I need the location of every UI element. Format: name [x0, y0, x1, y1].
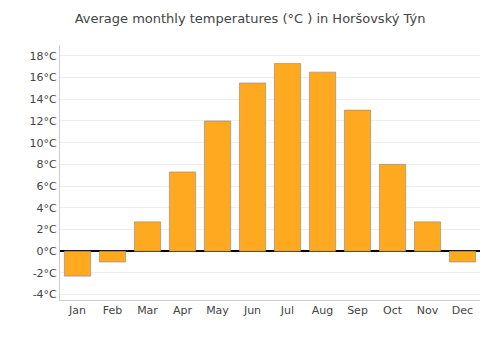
svg-text:Aug: Aug — [312, 304, 333, 317]
svg-text:May: May — [206, 304, 229, 317]
svg-text:18°C: 18°C — [30, 50, 57, 63]
svg-text:2°C: 2°C — [37, 223, 57, 236]
svg-text:Mar: Mar — [137, 304, 158, 317]
svg-text:Sep: Sep — [347, 304, 368, 317]
svg-text:Apr: Apr — [173, 304, 193, 317]
svg-text:16°C: 16°C — [30, 71, 57, 84]
svg-text:0°C: 0°C — [37, 245, 57, 258]
svg-text:10°C: 10°C — [30, 137, 57, 150]
svg-text:12°C: 12°C — [30, 115, 57, 128]
svg-text:Average monthly temperatures (: Average monthly temperatures (°C ) in Ho… — [75, 11, 426, 26]
svg-text:14°C: 14°C — [30, 93, 57, 106]
svg-text:6°C: 6°C — [37, 180, 57, 193]
svg-text:Jun: Jun — [243, 304, 261, 317]
svg-text:Feb: Feb — [103, 304, 122, 317]
svg-text:-4°C: -4°C — [33, 288, 57, 301]
svg-text:-2°C: -2°C — [33, 267, 57, 280]
svg-text:8°C: 8°C — [37, 158, 57, 171]
svg-text:Oct: Oct — [383, 304, 403, 317]
svg-text:Jan: Jan — [68, 304, 86, 317]
svg-text:Jul: Jul — [280, 304, 294, 317]
svg-text:Nov: Nov — [417, 304, 439, 317]
svg-text:4°C: 4°C — [37, 202, 57, 215]
svg-text:Dec: Dec — [452, 304, 473, 317]
